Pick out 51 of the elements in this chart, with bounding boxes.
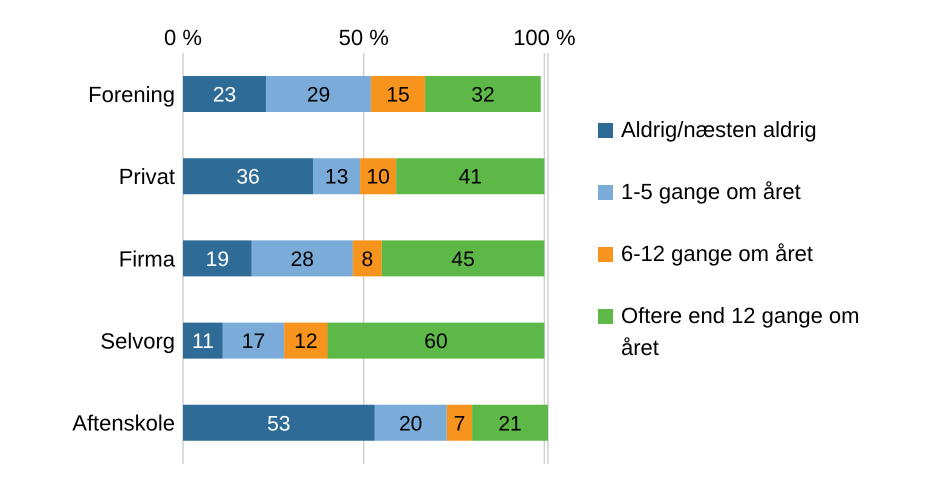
bar	[252, 240, 353, 276]
data-label: 23	[212, 83, 236, 106]
bar	[370, 76, 426, 112]
x-tick-label: 0 %	[164, 25, 202, 50]
data-label: 10	[366, 166, 390, 189]
bar	[374, 404, 447, 441]
data-label: 21	[498, 412, 522, 436]
legend-label: Oftere end 12 gange om året	[621, 302, 860, 362]
bar	[284, 322, 328, 359]
bar	[328, 322, 544, 359]
bar	[446, 404, 472, 441]
bar	[183, 404, 375, 441]
y-tick-label: Privat	[118, 164, 175, 190]
data-label: 45	[451, 248, 475, 271]
legend-label: 1-5 gange om året	[621, 178, 801, 206]
bar	[183, 158, 314, 194]
data-label: 53	[267, 412, 290, 436]
y-tick-label: Firma	[118, 246, 176, 272]
data-label: 32	[471, 83, 495, 106]
data-label: 36	[236, 166, 260, 189]
data-label: 19	[206, 248, 230, 271]
data-label: 15	[386, 83, 410, 106]
data-label: 8	[361, 248, 374, 271]
bar	[266, 76, 371, 112]
y-tick-label: Aftenskole	[72, 410, 175, 436]
data-label: 60	[424, 330, 448, 354]
y-tick-label: Forening	[88, 82, 175, 107]
x-tick-label: 50 %	[338, 25, 389, 50]
data-label: 17	[242, 330, 266, 354]
x-tick-label: 100 %	[513, 25, 576, 50]
data-label: 20	[398, 412, 422, 436]
y-tick-label: Selvorg	[100, 328, 175, 354]
bar	[183, 322, 223, 359]
data-label: 41	[458, 166, 482, 189]
legend-label: Aldrig/næsten aldrig	[621, 116, 817, 144]
data-label: 12	[294, 330, 318, 354]
bar	[382, 240, 544, 276]
legend-label: 6-12 gange om året	[621, 240, 814, 268]
data-label: 28	[290, 248, 314, 271]
bar	[222, 322, 284, 359]
data-label: 11	[192, 330, 214, 354]
bar	[313, 158, 360, 194]
bar	[472, 404, 548, 441]
bar	[425, 76, 541, 112]
data-label: 7	[454, 412, 466, 436]
data-label: 29	[306, 83, 330, 106]
data-label: 13	[324, 166, 348, 189]
bar	[352, 240, 382, 276]
bar	[396, 158, 544, 194]
bar	[183, 76, 266, 112]
bar	[183, 240, 252, 276]
